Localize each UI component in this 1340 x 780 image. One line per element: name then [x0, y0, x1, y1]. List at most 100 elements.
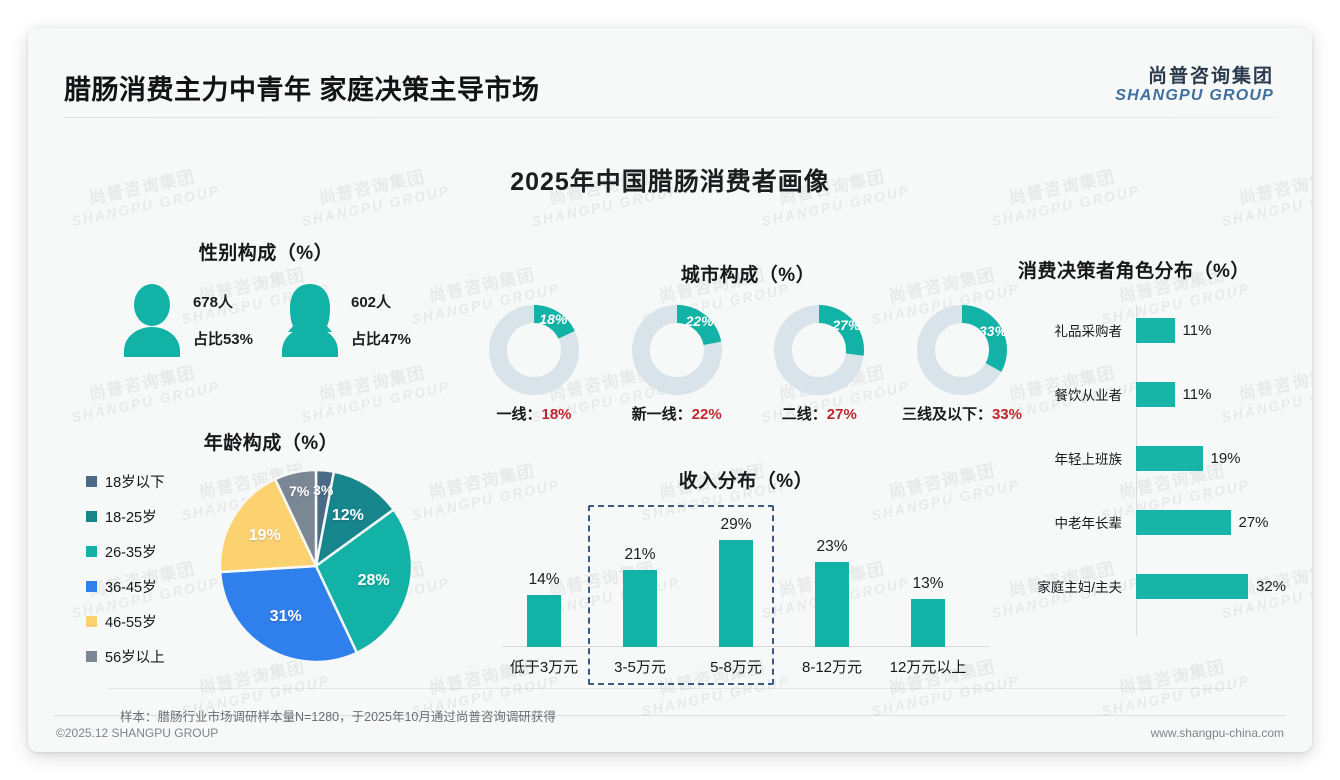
age-pie-chart: 3% 12% 28% 31% 19% 7% — [216, 466, 416, 666]
header-divider — [64, 117, 1276, 118]
role-row[interactable]: 家庭主妇/主夫 32% — [1018, 573, 1288, 599]
role-row[interactable]: 中老年长辈 27% — [1018, 509, 1288, 535]
city-donut-item[interactable]: 22% 新一线：22% — [611, 303, 743, 424]
city-donut-row: 18% 一线：18% 22% 新一线：22% 27% 二线：27% 33% 三线及以下：33% — [468, 303, 1028, 424]
income-title: 收入分布（%） — [678, 471, 814, 492]
gender-title: 性别构成（%） — [198, 243, 334, 264]
city-donut-graphic: 18% — [484, 303, 584, 397]
role-label: 家庭主妇/主夫 — [1037, 580, 1122, 595]
income-bar[interactable] — [527, 595, 561, 647]
city-donut-graphic: 33% — [912, 303, 1012, 397]
income-bar-group[interactable]: 14% 低于3万元 — [498, 571, 590, 676]
age-legend-item[interactable]: 18-25岁 — [86, 506, 216, 527]
age-legend-item[interactable]: 46-55岁 — [86, 611, 216, 632]
role-label: 礼品采购者 — [1054, 324, 1123, 339]
footer-website[interactable]: www.shangpu-china.com — [1150, 726, 1284, 740]
age-pie-slice[interactable] — [273, 468, 318, 567]
income-bar-value: 23% — [816, 538, 848, 556]
donut-value-arc — [631, 305, 722, 395]
role-bar[interactable] — [1136, 381, 1175, 407]
age-legend-label: 18-25岁 — [105, 510, 157, 526]
age-legend-item[interactable]: 56岁以上 — [86, 646, 216, 667]
age-legend-item[interactable]: 36-45岁 — [86, 576, 216, 597]
role-label: 餐饮从业者 — [1054, 388, 1123, 403]
income-bar-group[interactable]: 29% 5-8万元 — [690, 516, 782, 676]
city-donut-item[interactable]: 33% 三线及以下：33% — [896, 303, 1028, 424]
role-bar[interactable] — [1136, 317, 1175, 343]
sample-divider — [108, 688, 1232, 689]
age-legend-label: 36-45岁 — [105, 580, 157, 596]
age-legend: 18岁以下 18-25岁 26-35岁 36-45岁 46-55岁 56岁以上 — [86, 465, 216, 667]
income-bar[interactable] — [623, 569, 657, 647]
income-panel: 收入分布（%） 14% 低于3万元 21% 3-5万元 29% 5-8万元 23% 8-12万… — [496, 466, 996, 685]
age-legend-label: 26-35岁 — [105, 545, 157, 561]
income-bar-category: 低于3万元 — [509, 659, 579, 676]
income-bar-category: 12万元以上 — [889, 659, 967, 676]
role-row[interactable]: 礼品采购者 11% — [1018, 317, 1288, 343]
income-bar-group[interactable]: 13% 12万元以上 — [882, 575, 974, 676]
brand-name-cn: 尚普咨询集团 — [1147, 66, 1274, 87]
roles-title: 消费决策者角色分布（%） — [1018, 261, 1250, 282]
role-value: 11% — [1182, 321, 1212, 339]
donut-caption: 一线：18% — [496, 406, 572, 423]
donut-caption: 三线及以下：33% — [901, 406, 1022, 423]
age-legend-item[interactable]: 26-35岁 — [86, 541, 216, 562]
age-pie-slice[interactable] — [314, 507, 414, 655]
donut-percent-label: 27% — [832, 317, 861, 334]
slide-canvas: 尚普咨询集团 SHANGPU GROUP 尚普咨询集团 SHANGPU GROUP 尚普… — [28, 28, 1312, 752]
page-title: 腊肠消费主力中青年 家庭决策主导市场 — [64, 75, 540, 105]
age-pie-label: 31% — [269, 608, 302, 626]
footer-divider — [54, 715, 1286, 716]
age-pie-label: 19% — [248, 526, 281, 544]
legend-swatch-icon — [86, 476, 97, 487]
age-legend-label: 46-55岁 — [105, 615, 157, 631]
income-bar[interactable] — [719, 540, 753, 647]
city-donut-graphic: 27% — [769, 303, 869, 397]
age-title: 年龄构成（%） — [203, 433, 339, 454]
role-value: 19% — [1210, 449, 1241, 467]
gender-item-female: 602人 占比47% — [279, 283, 411, 357]
income-bar-value: 21% — [624, 545, 656, 563]
gender-item-male: 678人 占比53% — [121, 283, 253, 357]
age-panel: 年龄构成（%） 18岁以下 18-25岁 26-35岁 36-45岁 46-55岁 56岁… — [86, 428, 456, 667]
income-bar-group[interactable]: 23% 8-12万元 — [786, 538, 878, 676]
male-share: 占比53% — [192, 331, 253, 348]
male-count: 678人 — [192, 294, 233, 311]
age-pie-slice[interactable] — [218, 477, 318, 574]
city-donut-graphic: 22% — [627, 303, 727, 397]
role-row[interactable]: 年轻上班族 19% — [1018, 445, 1288, 471]
slide-header: 腊肠消费主力中青年 家庭决策主导市场 尚普咨询集团 SHANGPU GROUP — [28, 28, 1312, 118]
role-label: 中老年长辈 — [1054, 516, 1123, 531]
age-pie-label: 7% — [289, 483, 310, 500]
age-legend-label: 56岁以上 — [105, 650, 165, 666]
age-pie-slice[interactable] — [218, 564, 359, 664]
city-donut-item[interactable]: 27% 二线：27% — [753, 303, 885, 424]
roles-panel: 消费决策者角色分布（%） 礼品采购者 11% 餐饮从业者 11% 年轻上班族 19% 中老年… — [1018, 256, 1288, 635]
age-pie-svg — [218, 468, 414, 664]
gender-panel: 性别构成（%） 678人 占比53% 602人 占比4 — [86, 238, 446, 357]
role-value: 32% — [1256, 577, 1287, 595]
female-silhouette-icon — [282, 284, 338, 357]
brand-name-en: SHANGPU GROUP — [1115, 87, 1274, 105]
age-pie-label: 12% — [331, 506, 364, 524]
age-pie-slice[interactable] — [314, 470, 396, 569]
age-pie-label: 28% — [357, 571, 390, 589]
role-bar[interactable] — [1136, 445, 1203, 471]
city-panel: 城市构成（%） 18% 一线：18% 22% 新一线：22% 27% 二线：27% 33% 三… — [468, 260, 1028, 424]
age-pie-label: 3% — [313, 481, 334, 498]
role-bar[interactable] — [1136, 509, 1231, 535]
income-bar-group[interactable]: 21% 3-5万元 — [594, 546, 686, 676]
roles-bar-chart: 礼品采购者 11% 餐饮从业者 11% 年轻上班族 19% 中老年长辈 27% 家庭主妇/主夫 3… — [1018, 305, 1288, 635]
footer-copyright: ©2025.12 SHANGPU GROUP — [56, 726, 219, 740]
brand-logo: 尚普咨询集团 SHANGPU GROUP — [1115, 66, 1274, 105]
sample-note: 样本：腊肠行业市场调研样本量N=1280，于2025年10月通过尚普咨询调研获得 — [120, 710, 556, 724]
role-row[interactable]: 餐饮从业者 11% — [1018, 381, 1288, 407]
income-bar-category: 5-8万元 — [710, 659, 762, 676]
age-legend-item[interactable]: 18岁以下 — [86, 471, 216, 492]
city-donut-item[interactable]: 18% 一线：18% — [468, 303, 600, 424]
income-bar[interactable] — [815, 562, 849, 647]
income-bar[interactable] — [911, 599, 945, 647]
role-bar[interactable] — [1136, 573, 1248, 599]
